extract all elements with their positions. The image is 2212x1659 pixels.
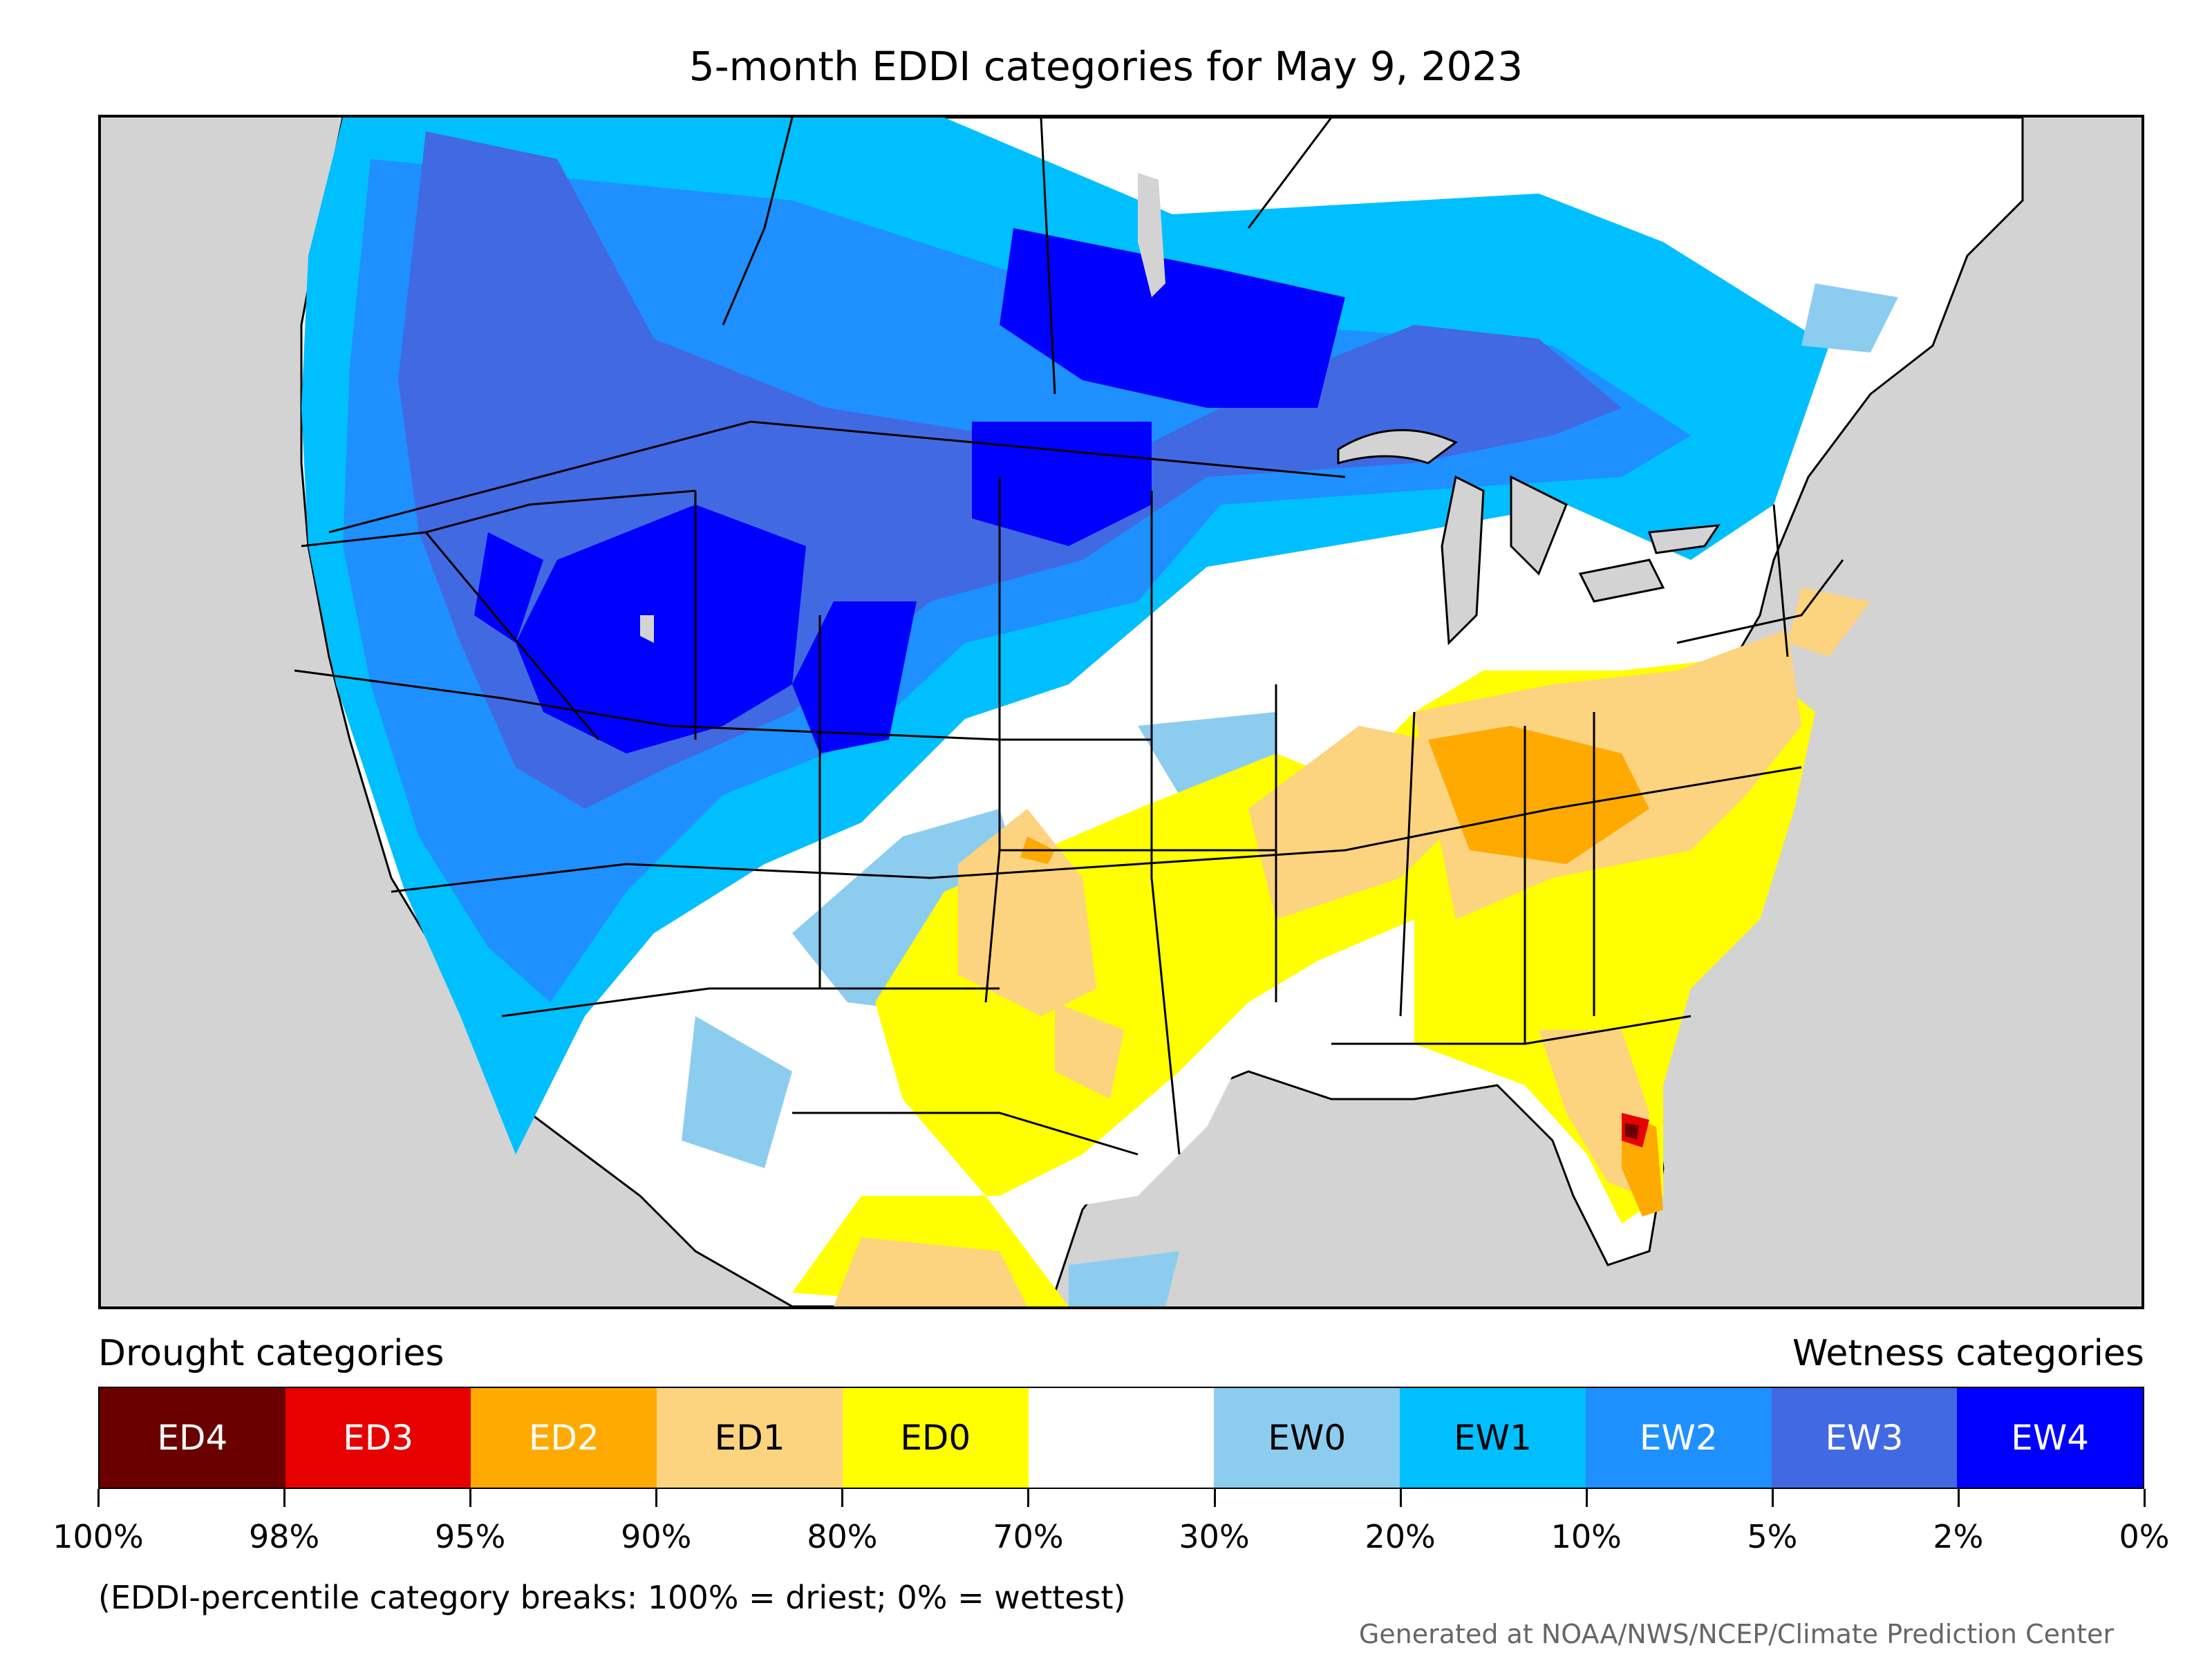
colorbar-cell-ew2: EW2 xyxy=(1585,1388,1772,1488)
dry-area-ed2 xyxy=(1020,726,1663,1217)
colorbar-cell-ew1: EW1 xyxy=(1400,1388,1586,1488)
eddi-map xyxy=(98,115,2144,1309)
great-lakes xyxy=(1337,429,1721,646)
colorbar-tick xyxy=(1957,1489,1960,1507)
colorbar-label: ED0 xyxy=(900,1418,971,1458)
colorbar-label: EW0 xyxy=(1268,1418,1347,1458)
colorbar-tick xyxy=(469,1489,472,1507)
colorbar-tick-label: 80% xyxy=(807,1518,878,1555)
dry-area-ed4 xyxy=(1625,1123,1639,1139)
colorbar-tick xyxy=(841,1489,844,1507)
colorbar-tick-label: 20% xyxy=(1365,1518,1436,1555)
colorbar-cell-ed2: ED2 xyxy=(471,1388,657,1488)
wet-area-ew4 xyxy=(474,228,1345,753)
wetness-categories-label: Wetness categories xyxy=(1792,1333,2144,1374)
colorbar-tick-label: 70% xyxy=(993,1518,1064,1555)
colorbar-tick xyxy=(655,1489,658,1507)
colorbar-cell-ed3: ED3 xyxy=(285,1388,471,1488)
category-note: (EDDI-percentile category breaks: 100% =… xyxy=(98,1579,1126,1616)
colorbar-tick-label: 5% xyxy=(1747,1518,1798,1555)
colorbar-cell-ed0: ED0 xyxy=(842,1388,1029,1488)
colorbar-label: ED2 xyxy=(528,1418,599,1458)
colorbar-tick-label: 90% xyxy=(621,1518,692,1555)
lake-winnipeg xyxy=(1138,173,1165,297)
colorbar-tick xyxy=(283,1489,286,1507)
colorbar-tick xyxy=(2144,1489,2146,1507)
colorbar-tick-label: 2% xyxy=(1933,1518,1984,1555)
colorbar-tick xyxy=(1771,1489,1774,1507)
colorbar-label: EW4 xyxy=(2011,1418,2090,1458)
map-title: 5-month EDDI categories for May 9, 2023 xyxy=(688,43,1524,90)
colorbar-tick-label: 30% xyxy=(1179,1518,1250,1555)
great-salt-lake xyxy=(640,615,654,643)
colorbar-cell-ew0: EW0 xyxy=(1214,1388,1400,1488)
colorbar-ticks xyxy=(97,1489,2146,1510)
colorbar-cell-normal xyxy=(1028,1388,1215,1488)
colorbar-tick-label: 0% xyxy=(2119,1518,2170,1555)
colorbar-label: EW3 xyxy=(1825,1418,1904,1458)
colorbar-label: ED3 xyxy=(343,1418,414,1458)
colorbar-tick-label: 95% xyxy=(435,1518,506,1555)
colorbar-tick xyxy=(97,1489,100,1507)
colorbar-cell-ed1: ED1 xyxy=(657,1388,843,1488)
colorbar-cell-ew3: EW3 xyxy=(1771,1388,1958,1488)
credit-text: Generated at NOAA/NWS/NCEP/Climate Predi… xyxy=(1358,1619,2114,1649)
category-colorbar: ED4 ED3 ED2 ED1 ED0 EW0 EW1 EW2 EW3 EW4 xyxy=(98,1387,2144,1489)
colorbar-tick xyxy=(1213,1489,1216,1507)
colorbar-label: ED1 xyxy=(714,1418,785,1458)
colorbar-tick-label: 98% xyxy=(248,1518,320,1555)
state-boundaries xyxy=(294,118,1844,1156)
colorbar-tick xyxy=(1027,1489,1030,1507)
colorbar-tick-label: 10% xyxy=(1550,1518,1622,1555)
colorbar-label: ED4 xyxy=(157,1418,228,1458)
colorbar-tick xyxy=(1399,1489,1402,1507)
colorbar-label: EW2 xyxy=(1639,1418,1718,1458)
colorbar-tick xyxy=(1585,1489,1588,1507)
colorbar-cell-ew4: EW4 xyxy=(1957,1388,2144,1488)
colorbar-label: EW1 xyxy=(1454,1418,1532,1458)
colorbar-cell-ed4: ED4 xyxy=(100,1388,285,1488)
drought-categories-label: Drought categories xyxy=(98,1333,444,1374)
colorbar-tick-label: 100% xyxy=(53,1518,144,1555)
